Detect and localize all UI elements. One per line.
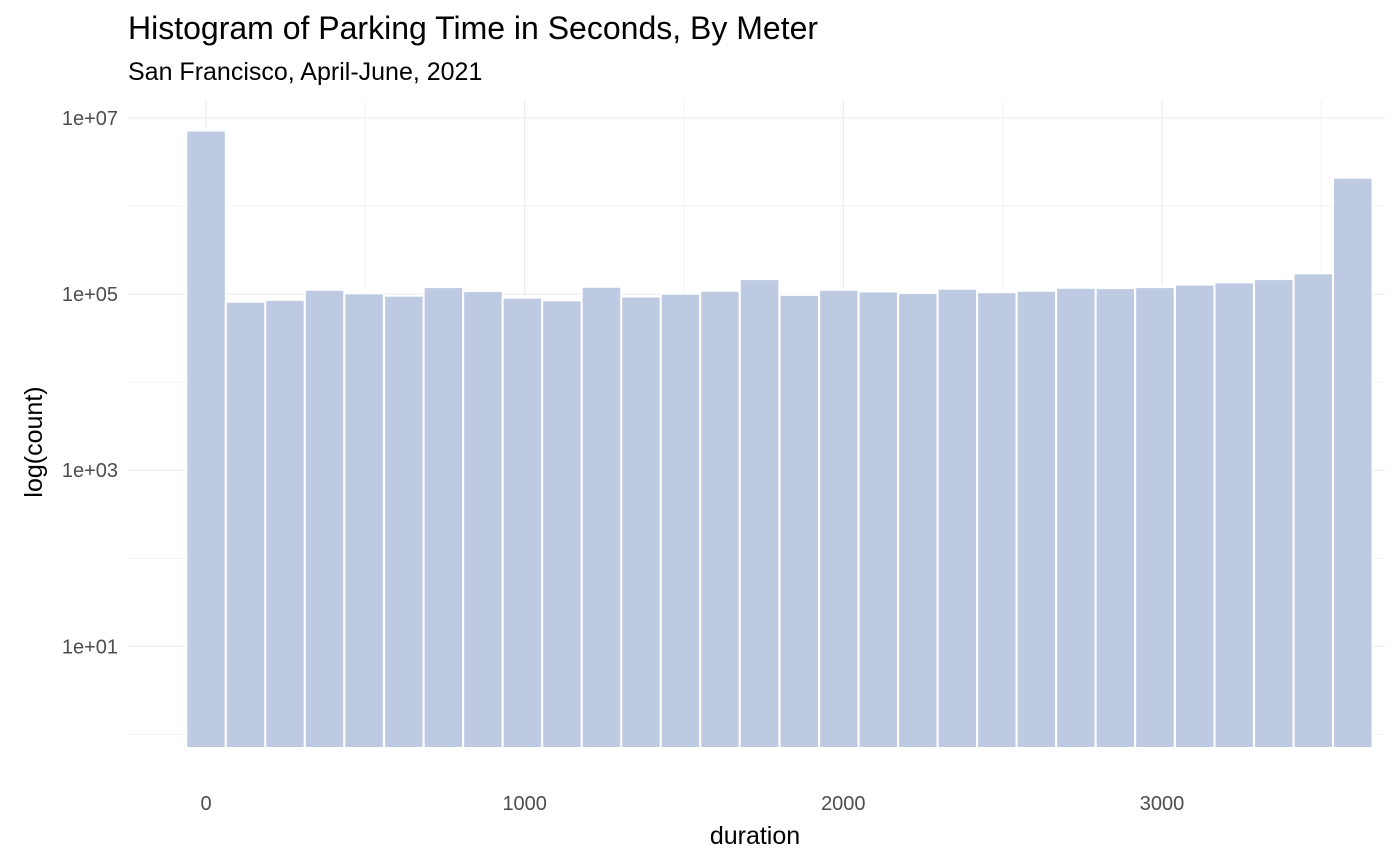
chart-title: Histogram of Parking Time in Seconds, By… [128, 10, 819, 46]
chart-subtitle: San Francisco, April-June, 2021 [128, 58, 483, 86]
histogram-bar [303, 288, 346, 749]
histogram-bar [541, 299, 583, 749]
histogram-bar [659, 292, 702, 749]
histogram-bar [1015, 289, 1058, 749]
histogram-bar [936, 287, 979, 749]
histogram-bar [185, 129, 227, 749]
x-tick-label: 0 [201, 793, 212, 815]
y-axis-title: log(count) [20, 386, 48, 497]
histogram-bar [1332, 176, 1374, 749]
histogram-bar [343, 292, 385, 749]
histogram-bar [976, 291, 1018, 749]
histogram-bar [1174, 283, 1216, 749]
y-tick-label: 1e+07 [62, 108, 118, 130]
histogram-bar [462, 290, 504, 749]
x-axis-title: duration [710, 822, 800, 850]
y-axis-ticks: 1e+01 1e+03 1e+05 1e+07 [62, 108, 118, 658]
histogram-bar [264, 298, 306, 749]
y-tick-label: 1e+05 [62, 284, 118, 306]
histogram-bar [620, 295, 662, 749]
y-tick-label: 1e+01 [62, 636, 118, 658]
histogram-bar [1292, 272, 1335, 749]
histogram-bar [422, 286, 465, 749]
x-tick-label: 1000 [502, 793, 547, 815]
histogram-bar [224, 300, 267, 749]
histogram-bar [1253, 278, 1295, 749]
y-tick-label: 1e+03 [62, 460, 118, 482]
histogram-bar [857, 290, 900, 749]
histogram-bar [383, 294, 425, 749]
histogram-bar [580, 285, 623, 749]
x-tick-label: 2000 [821, 793, 866, 815]
bars [185, 129, 1374, 749]
x-tick-label: 3000 [1140, 793, 1185, 815]
histogram-bar [738, 278, 781, 749]
histogram-bar [897, 291, 939, 749]
histogram-bar [501, 296, 544, 749]
histogram-bar [1055, 286, 1097, 749]
x-axis-ticks: 0 1000 2000 3000 [201, 793, 1185, 815]
histogram-bar [1213, 281, 1256, 749]
histogram-bar [699, 289, 741, 749]
histogram-bar [818, 288, 860, 749]
histogram-bar [1134, 286, 1176, 749]
histogram-bar [1094, 287, 1137, 749]
histogram-bar [778, 293, 821, 749]
